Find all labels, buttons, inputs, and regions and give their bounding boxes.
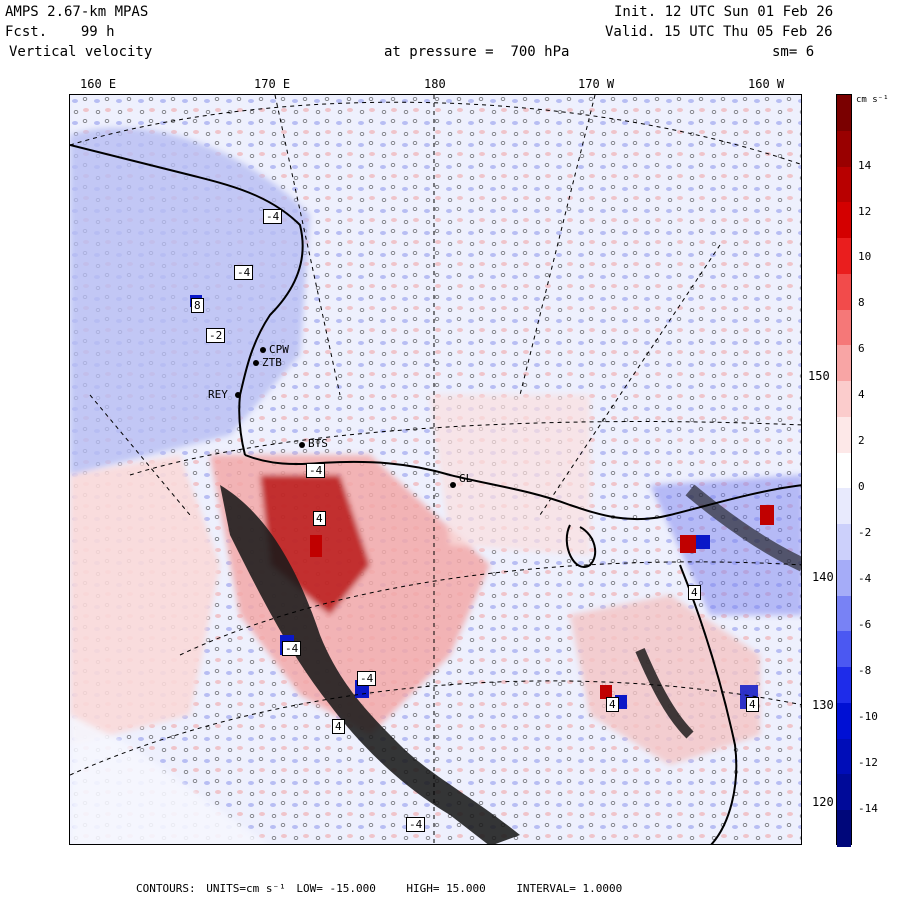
colorbar-segment [837, 488, 851, 526]
colorbar-tick: -2 [858, 526, 872, 540]
lat-label: 150 W [808, 369, 845, 383]
map-svg [70, 95, 801, 844]
contour-box: -2 [206, 328, 226, 343]
station-label: ZTB [262, 356, 282, 369]
stations [235, 347, 456, 488]
station-label: CPW [269, 343, 289, 356]
colorbar-segment [837, 130, 851, 168]
colorbar-segment [837, 738, 851, 776]
colorbar-tick: 4 [858, 388, 865, 402]
level-value: 700 hPa [510, 44, 570, 60]
contour-box: -4 [263, 209, 283, 224]
colorbar-tick: -12 [858, 756, 878, 770]
contour-box: 4 [313, 511, 326, 526]
contour-box: 4 [332, 719, 345, 734]
smoothing-label: sm= 6 [772, 44, 815, 60]
contours-label: CONTOURS: [136, 882, 196, 895]
contour-info: CONTOURS: UNITS=cm s⁻¹ LOW= -15.000 HIGH… [136, 882, 626, 895]
valid-time: Valid. 15 UTC Thu 05 Feb 26 [605, 24, 833, 40]
colorbar-segment [837, 631, 851, 669]
model-title: AMPS 2.67-km MPAS [5, 4, 149, 20]
forecast-hours: Fcst. 99 h [5, 24, 115, 40]
colorbar-segment [837, 702, 851, 740]
station-label: GL [459, 472, 473, 485]
colorbar-tick: 2 [858, 434, 865, 448]
colorbar-segment [837, 238, 851, 275]
fcst-label: Fcst. [5, 24, 48, 40]
colorbar-segment [837, 667, 851, 704]
terrain-ridge [635, 648, 694, 739]
colorbar-segment [837, 595, 851, 633]
map-panel[interactable]: CPW ZTB REY BTS GL -4 -4 8 -2 -4 4 -4 4 … [69, 94, 802, 845]
contour-box: -4 [306, 463, 326, 478]
station-label: REY [208, 388, 228, 401]
fcst-value: 99 h [80, 24, 115, 40]
contour-units: UNITS=cm s⁻¹ [206, 882, 286, 895]
lon-label: 180 [424, 77, 446, 91]
contour-box: -4 [282, 641, 302, 656]
colorbar-tick: 12 [858, 204, 872, 218]
level-label: at pressure = [384, 44, 494, 60]
colorbar-segment [837, 774, 851, 812]
colorbar-tick: -4 [858, 572, 872, 586]
colorbar-segment [837, 559, 851, 597]
colorbar-segment [837, 309, 851, 347]
colorbar-tick: -14 [858, 802, 878, 816]
colorbar-tick: 0 [858, 480, 865, 494]
colorbar-tick: 8 [858, 296, 865, 310]
colorbar-segment [837, 452, 851, 490]
contour-box: 4 [606, 697, 619, 712]
colorbar-tick: -10 [858, 710, 878, 724]
lon-label: 160 W [748, 77, 785, 91]
contour-high: HIGH= 15.000 [406, 882, 486, 895]
field-name: Vertical velocity [9, 44, 153, 60]
terrain-band [220, 485, 520, 844]
colorbar-segment [837, 810, 851, 847]
contour-box: -4 [234, 265, 254, 280]
contour-box: 4 [746, 697, 759, 712]
colorbar-segment [837, 416, 851, 454]
contour-box: -4 [406, 817, 426, 832]
colorbar-tick: 6 [858, 342, 865, 356]
pressure-level: at pressure = 700 hPa [384, 44, 569, 60]
contour-box: 8 [191, 298, 204, 313]
colorbar [836, 94, 852, 847]
colorbar-segment [837, 273, 851, 311]
colorbar-tick: 10 [858, 250, 872, 264]
contour-low: LOW= -15.000 [296, 882, 376, 895]
init-time: Init. 12 UTC Sun 01 Feb 26 [614, 4, 834, 20]
colorbar-segment [837, 345, 851, 383]
colorbar-tick: -8 [858, 664, 872, 678]
station-label: BTS [308, 437, 328, 450]
lon-label: 170 E [254, 77, 291, 91]
colorbar-segment [837, 95, 851, 132]
colorbar-segment [837, 381, 851, 418]
colorbar-tick: -6 [858, 618, 872, 632]
lon-label: 170 W [578, 77, 615, 91]
colorbar-segment [837, 524, 851, 561]
colorbar-tick: 14 [858, 158, 872, 172]
terrain-ridge [685, 484, 801, 572]
colorbar-segment [837, 202, 851, 240]
colorbar-segment [837, 166, 851, 204]
graticule [70, 95, 801, 844]
colorbar-unit: cm s⁻¹ [856, 95, 889, 105]
contour-box: 4 [688, 585, 701, 600]
contour-interval: INTERVAL= 1.0000 [516, 882, 623, 895]
contour-box: -4 [357, 671, 377, 686]
lon-label: 160 E [80, 77, 117, 91]
